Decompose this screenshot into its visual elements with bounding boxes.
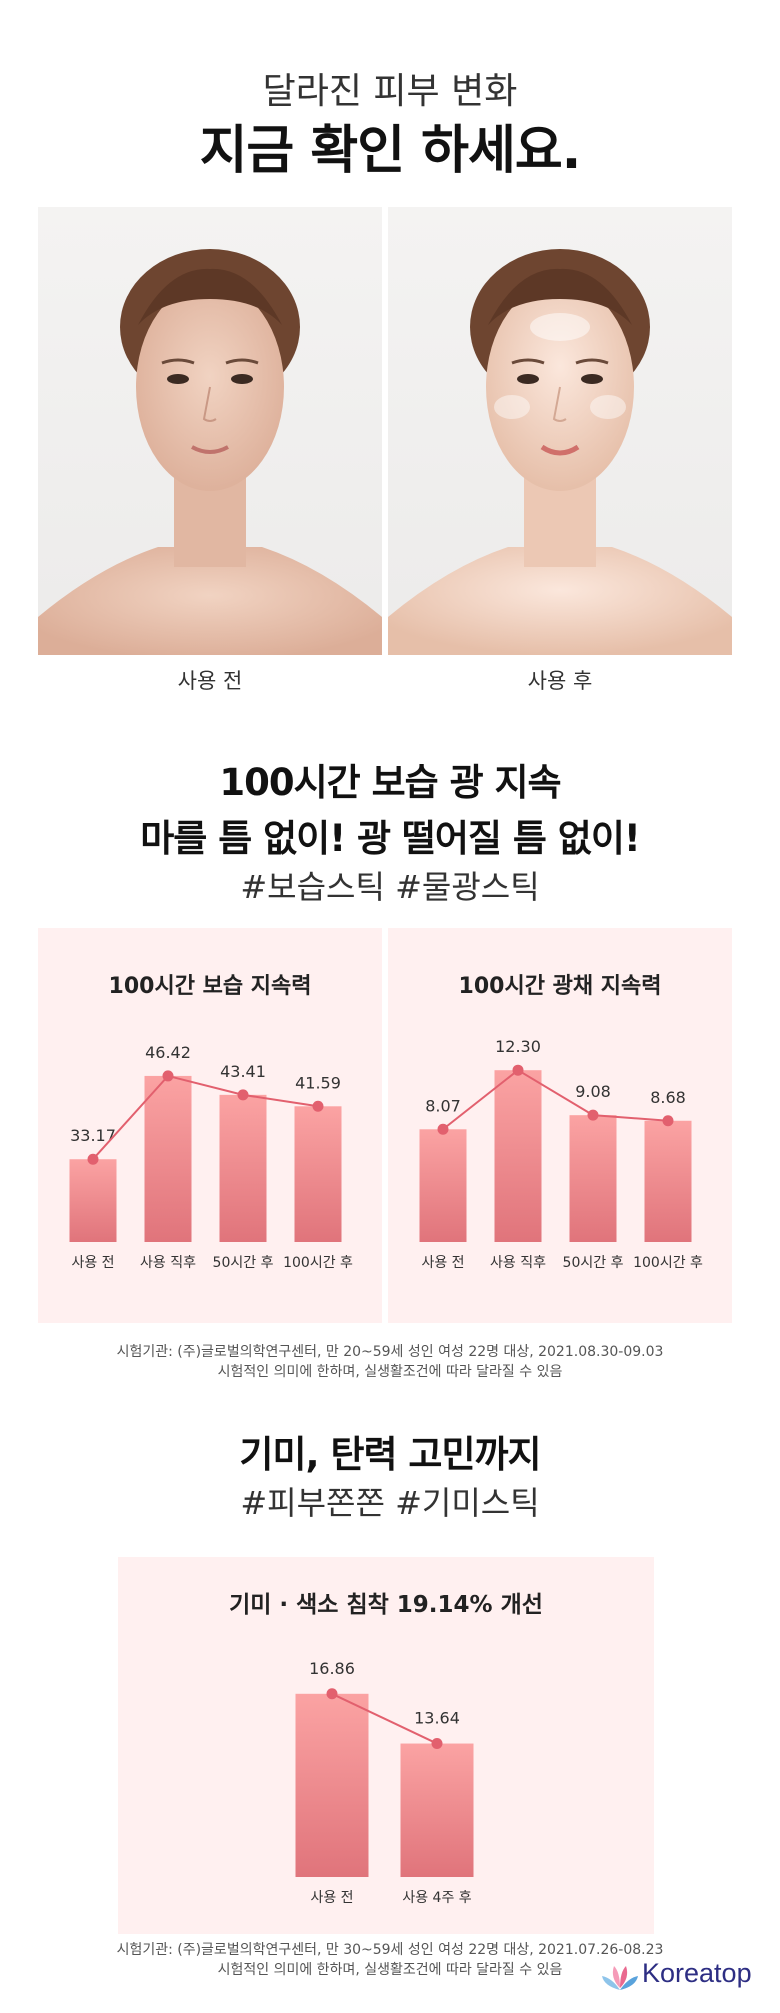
- value-label-4: 8.68: [650, 1088, 686, 1107]
- value-label-3: 9.08: [575, 1082, 611, 1101]
- value-label-2: 12.30: [495, 1037, 541, 1056]
- test-note-1: 시험기관: (주)글로벌의학연구센터, 만 20~59세 성인 여성 22명 대…: [0, 1342, 780, 1382]
- trend-line: [92, 1074, 319, 1160]
- moisture-chart-panel: 100시간 보습 지속력 33.17 사용 전 46.42 사용 직후 43.41 50시…: [38, 928, 382, 1323]
- value-label-1: 33.17: [70, 1126, 116, 1145]
- trend-point-4: [312, 1100, 324, 1112]
- category-label-3: 50시간 후: [563, 1255, 624, 1271]
- value-label-4: 41.59: [295, 1073, 341, 1092]
- value-label-2: 13.64: [414, 1709, 460, 1728]
- lotus-icon: [602, 1966, 638, 1990]
- after-label: 사용 후: [527, 669, 593, 693]
- test-note-2-line2: 시험적인 의미에 한하며, 실생활조건에 따라 달라질 수 있음: [217, 1962, 563, 1978]
- trend-line: [331, 1692, 438, 1745]
- category-label-4: 100시간 후: [633, 1255, 703, 1271]
- test-note-1-line1: 시험기관: (주)글로벌의학연구센터, 만 20~59세 성인 여성 22명 대…: [116, 1344, 664, 1360]
- bar-1: [295, 1693, 369, 1877]
- bar-2: [494, 1070, 542, 1242]
- trend-point-2: [431, 1738, 443, 1750]
- trend-point-2: [162, 1070, 174, 1082]
- trend-line: [442, 1068, 669, 1131]
- test-note-2: 시험기관: (주)글로벌의학연구센터, 만 30~59세 성인 여성 22명 대…: [0, 1940, 780, 1980]
- category-label-1: 사용 전: [71, 1255, 114, 1271]
- bar-3: [569, 1115, 617, 1242]
- bar-3: [219, 1094, 267, 1242]
- category-label-2: 사용 직후: [490, 1255, 546, 1271]
- section1-headline-1: 100시간 보습 광 지속: [219, 761, 561, 804]
- radiance-chart-title: 100시간 광채 지속력: [458, 974, 662, 999]
- trend-point-1: [326, 1688, 338, 1700]
- koreatop-logo: Koreatop: [598, 1948, 778, 2008]
- trend-point-2: [512, 1064, 524, 1076]
- trend-point-1: [87, 1153, 99, 1165]
- before-photo: [38, 207, 382, 655]
- spot-chart-panel: 기미 · 색소 침착 19.14% 개선 16.86 사용 전 13.64 사용 4주…: [118, 1557, 654, 1934]
- category-label-2: 사용 4주 후: [402, 1890, 471, 1906]
- bar-1: [69, 1159, 117, 1242]
- trend-point-3: [237, 1089, 249, 1101]
- before-label: 사용 전: [177, 669, 243, 693]
- category-label-2: 사용 직후: [140, 1255, 196, 1271]
- value-label-1: 8.07: [425, 1096, 461, 1115]
- spot-chart: 16.86 사용 전 13.64 사용 4주 후: [295, 1659, 474, 1906]
- category-label-4: 100시간 후: [283, 1255, 353, 1271]
- hero-title: 지금 확인 하세요.: [199, 121, 582, 181]
- radiance-chart-panel: 100시간 광채 지속력 8.07 사용 전 12.30 사용 직후 9.08 50시간 …: [388, 928, 732, 1323]
- category-label-1: 사용 전: [421, 1255, 464, 1271]
- section1-headline-2: 마를 틈 없이! 광 떨어질 틈 없이!: [140, 817, 641, 860]
- trend-point-4: [662, 1115, 674, 1127]
- hero-subtitle: 달라진 피부 변화: [262, 71, 518, 112]
- trend-point-3: [587, 1109, 599, 1121]
- bar-1: [419, 1129, 467, 1242]
- after-photo: [388, 207, 732, 655]
- section2-headline: 기미, 탄력 고민까지: [239, 1433, 541, 1476]
- bar-4: [644, 1120, 692, 1242]
- test-note-2-line1: 시험기관: (주)글로벌의학연구센터, 만 30~59세 성인 여성 22명 대…: [116, 1942, 664, 1958]
- section1-tags: #보습스틱 #물광스틱: [240, 868, 540, 906]
- bar-4: [294, 1106, 342, 1242]
- section2-tags: #피부쫀쫀 #기미스틱: [240, 1484, 540, 1522]
- category-label-3: 50시간 후: [213, 1255, 274, 1271]
- value-label-3: 43.41: [220, 1062, 266, 1081]
- moisture-chart-title: 100시간 보습 지속력: [108, 974, 312, 999]
- bar-2: [400, 1743, 474, 1877]
- category-label-1: 사용 전: [310, 1890, 353, 1906]
- logo-text: Koreatop: [642, 1958, 752, 1988]
- radiance-chart: 8.07 사용 전 12.30 사용 직후 9.08 50시간 후 8.68 100시간 후: [419, 1037, 703, 1271]
- bar-2: [144, 1075, 192, 1242]
- spot-chart-title: 기미 · 색소 침착 19.14% 개선: [229, 1592, 543, 1618]
- value-label-1: 16.86: [309, 1659, 355, 1678]
- test-note-1-line2: 시험적인 의미에 한하며, 실생활조건에 따라 달라질 수 있음: [217, 1364, 563, 1380]
- value-label-2: 46.42: [145, 1043, 191, 1062]
- trend-point-1: [437, 1123, 449, 1135]
- moisture-chart: 33.17 사용 전 46.42 사용 직후 43.41 50시간 후 41.59 100시간…: [69, 1043, 353, 1271]
